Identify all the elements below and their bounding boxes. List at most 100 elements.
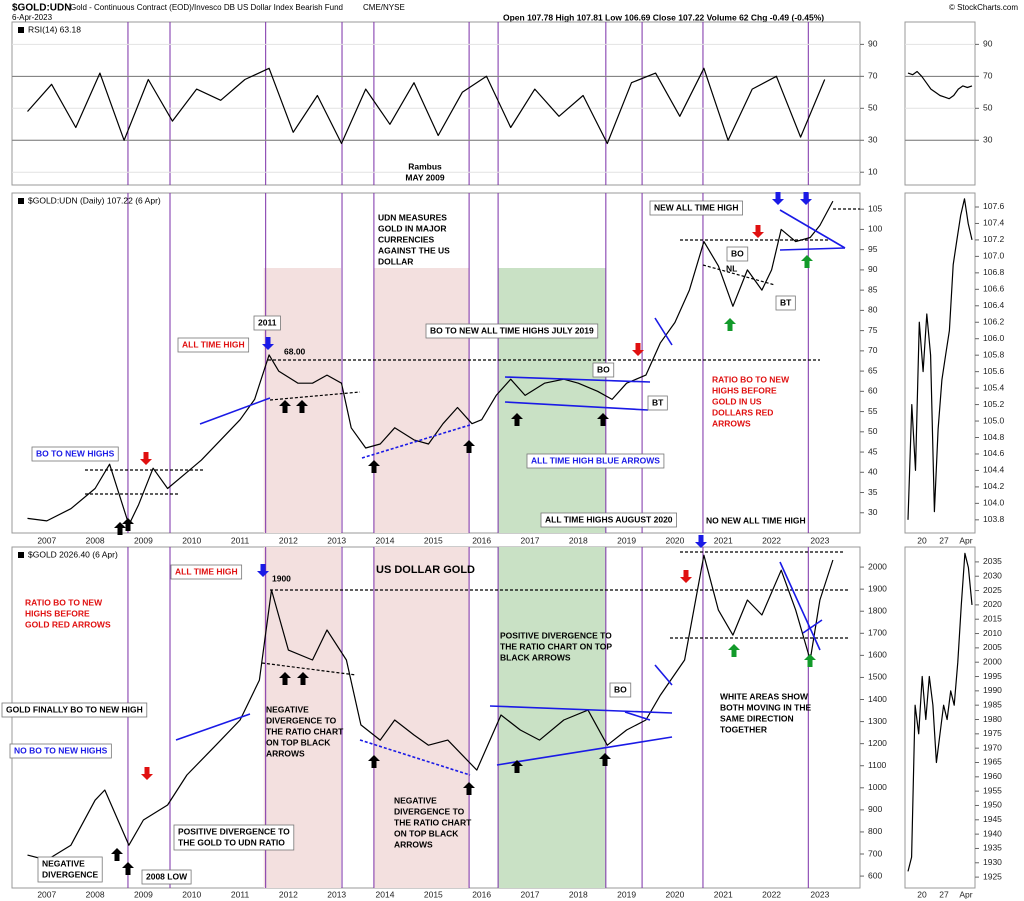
trend-line xyxy=(779,209,846,249)
annotation-text: THE RATIO CHART ON TOP xyxy=(500,641,612,651)
annotation-text: 68.00 xyxy=(284,346,306,356)
y-tick-label: 45 xyxy=(868,446,878,456)
y-tick-label: 106.6 xyxy=(983,284,1005,294)
panel-frame xyxy=(904,546,976,889)
y-tick-label: 107.2 xyxy=(983,234,1005,244)
y-tick-label: 2010 xyxy=(983,628,1002,638)
arrow xyxy=(804,654,816,667)
annotation-box xyxy=(609,682,632,698)
y-tick-label: 65 xyxy=(868,365,878,375)
y-tick-label: 80 xyxy=(868,305,878,315)
arrow xyxy=(297,672,309,685)
trend-line xyxy=(269,391,361,401)
annotation-text: BO TO NEW ALL TIME HIGHS JULY 2019 xyxy=(430,325,594,335)
arrow xyxy=(695,535,707,548)
panel-frame xyxy=(904,192,976,534)
x-tick-label: 2007 xyxy=(37,889,56,899)
arrow xyxy=(632,343,644,356)
annotation-text: BO xyxy=(731,248,744,258)
annotation: 68.00 xyxy=(284,346,306,356)
x-tick-label: 20 xyxy=(917,535,927,545)
annotation: BO xyxy=(726,246,749,262)
x-tick-label: 2022 xyxy=(762,535,781,545)
y-tick-label: 105.6 xyxy=(983,366,1005,376)
price-line xyxy=(27,554,834,861)
annotation: 2008 LOW xyxy=(141,869,192,885)
y-tick-label: 1980 xyxy=(983,714,1002,724)
annotation-box xyxy=(1,702,148,718)
y-tick-label: 106.8 xyxy=(983,267,1005,277)
y-tick-label: 40 xyxy=(868,467,878,477)
annotation-text: DIVERGENCE xyxy=(42,869,99,879)
trend-line xyxy=(359,739,471,776)
arrow xyxy=(296,400,308,413)
y-tick-label: 30 xyxy=(868,507,878,517)
y-tick-label: 106.4 xyxy=(983,300,1005,310)
arrow xyxy=(800,192,812,205)
x-tick-label: 2020 xyxy=(665,535,684,545)
annotation-box xyxy=(592,362,615,378)
arrow xyxy=(368,460,380,473)
panel-frame xyxy=(11,21,861,186)
annotation-text: RATIO BO TO NEW xyxy=(25,597,103,607)
x-tick-label: 2014 xyxy=(376,889,395,899)
trend-line xyxy=(361,424,471,459)
annotation: BT xyxy=(647,395,668,411)
x-tick-label: 2009 xyxy=(134,535,153,545)
arrow xyxy=(599,753,611,766)
annotation: NO BO TO NEW HIGHS xyxy=(9,743,112,759)
date: 6-Apr-2023 xyxy=(12,13,53,22)
annotation-text: Rambus xyxy=(408,161,442,171)
annotation-text: HIGHS BEFORE xyxy=(25,608,90,618)
y-tick-label: 95 xyxy=(868,244,878,254)
arrow xyxy=(724,318,736,331)
annotation-text: UDN MEASURES xyxy=(378,212,447,222)
x-tick-label: 2017 xyxy=(521,889,540,899)
annotation-box xyxy=(177,337,250,353)
x-tick-label: Apr xyxy=(959,889,972,899)
y-tick-label: 1925 xyxy=(983,871,1002,881)
arrow xyxy=(752,225,764,238)
x-tick-label: 2021 xyxy=(714,889,733,899)
annotation-box xyxy=(540,512,677,528)
arrow xyxy=(114,522,126,535)
y-tick-label: 104.0 xyxy=(983,498,1005,508)
y-tick-label: 30 xyxy=(868,135,878,145)
panel-frame xyxy=(904,21,976,186)
y-tick-label: 2030 xyxy=(983,570,1002,580)
y-tick-label: 70 xyxy=(983,71,993,81)
y-tick-label: 104.2 xyxy=(983,481,1005,491)
x-tick-label: 2010 xyxy=(182,535,201,545)
annotation-text: GOLD IN US xyxy=(712,396,762,406)
symbol: $GOLD:UDN xyxy=(12,3,71,14)
y-tick-label: 105 xyxy=(868,203,882,213)
y-tick-label: 105.2 xyxy=(983,399,1005,409)
y-tick-label: 85 xyxy=(868,284,878,294)
annotation-text: NEGATIVE xyxy=(42,858,85,868)
shaded-region xyxy=(373,268,470,533)
y-tick-label: 1940 xyxy=(983,828,1002,838)
annotation: US DOLLAR GOLD xyxy=(376,564,475,576)
trend-line xyxy=(261,662,357,676)
annotation-text: 2011 xyxy=(258,317,277,327)
y-tick-label: 600 xyxy=(868,870,882,880)
x-tick-label: 2019 xyxy=(617,535,636,545)
trend-line xyxy=(175,713,251,741)
annotation-box xyxy=(173,824,295,851)
annotation-text: THE RATIO CHART xyxy=(394,817,472,827)
arrow xyxy=(140,452,152,465)
price-line xyxy=(27,67,826,145)
legend-swatch xyxy=(18,198,24,204)
annotation: BO xyxy=(609,682,632,698)
annotation-text: POSITIVE DIVERGENCE TO xyxy=(178,826,290,836)
annotation-text: NO NEW ALL TIME HIGH xyxy=(706,515,806,525)
price-line xyxy=(907,552,973,872)
annotation-text: DIVERGENCE TO xyxy=(394,806,465,816)
panel-title: $GOLD 2026.40 (6 Apr) xyxy=(28,549,118,559)
y-tick-label: 104.8 xyxy=(983,432,1005,442)
y-tick-label: 1100 xyxy=(868,760,887,770)
credit: © StockCharts.com xyxy=(949,3,1018,12)
y-tick-label: 60 xyxy=(868,386,878,396)
